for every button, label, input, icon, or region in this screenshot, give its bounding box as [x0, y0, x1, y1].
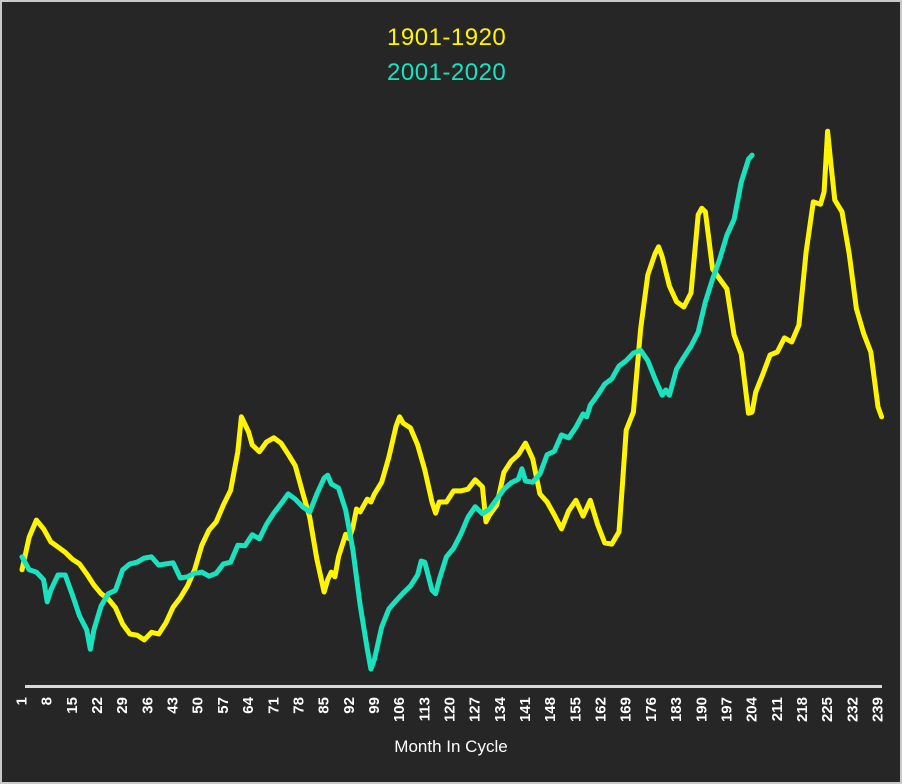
x-axis-tick-label: 36 [139, 697, 156, 714]
x-axis-tick-label: 15 [64, 697, 81, 714]
x-axis-tick-label: 211 [769, 697, 786, 721]
x-axis-tick-label: 148 [542, 697, 559, 722]
x-axis-tick-label: 162 [593, 697, 610, 722]
x-axis-tick-label: 71 [265, 697, 282, 714]
legend-label-2001-2020: 2001-2020 [387, 59, 507, 86]
x-axis-tick-label: 183 [668, 697, 685, 722]
x-axis-tick-label: 176 [643, 697, 660, 722]
x-axis-tick-labels: 1 8 15 22 29 36 43 50 57 64 71 78 85 92 99 106 113 120 127… [14, 696, 887, 722]
x-axis-tick-label: 127 [467, 697, 484, 722]
x-axis-tick-label: 120 [442, 697, 459, 722]
x-axis-tick-label: 113 [416, 697, 433, 721]
x-axis-tick-label: 43 [165, 697, 182, 714]
x-axis-tick-label: 204 [744, 696, 761, 722]
x-axis-tick-label: 22 [89, 697, 106, 714]
x-axis-tick-label: 155 [567, 697, 584, 722]
x-axis-tick-label: 134 [492, 696, 509, 722]
x-axis-tick-label: 99 [366, 697, 383, 714]
series-line-1901-1920 [19, 128, 885, 643]
series-line-2001-2020 [19, 152, 755, 672]
legend-item-1901-1920: 1901-1920 [387, 20, 506, 55]
x-axis-tick-label: 141 [517, 697, 534, 722]
legend-item-2001-2020: 2001-2020 [387, 55, 506, 90]
legend-label-1901-1920: 1901-1920 [387, 24, 507, 51]
x-axis-tick-label: 8 [39, 697, 56, 705]
x-axis-tick-label: 239 [870, 697, 887, 722]
x-axis-tick-label: 190 [693, 697, 710, 722]
x-axis-tick-label: 29 [114, 697, 131, 714]
x-axis-tick-label: 50 [190, 697, 207, 714]
x-axis-tick-label: 169 [618, 697, 635, 722]
x-axis-tick-label: 106 [391, 697, 408, 722]
x-axis-tick-label: 85 [316, 697, 333, 714]
x-axis-tick-label: 232 [844, 697, 861, 722]
x-axis-tick-label: 218 [794, 697, 811, 722]
x-axis-tick-label: 92 [341, 697, 358, 714]
legend: 1901-1920 2001-2020 [387, 20, 506, 90]
x-axis-tick-label: 1 [14, 697, 31, 705]
x-axis-tick-label: 64 [240, 696, 257, 713]
x-axis-tick-label: 57 [215, 697, 232, 714]
x-axis-tick-label: 78 [290, 697, 307, 714]
x-axis-tick-label: 197 [718, 697, 735, 722]
x-axis-tick-label: 225 [819, 697, 836, 722]
x-axis-title: Month In Cycle [394, 737, 508, 756]
